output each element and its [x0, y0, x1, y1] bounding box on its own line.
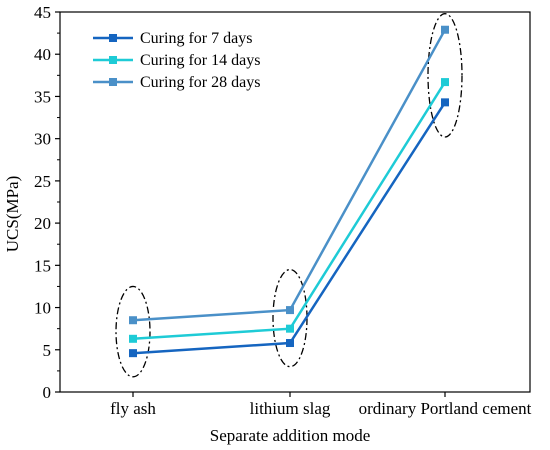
- annotation-ellipse: [115, 285, 151, 378]
- annotation-ellipses: [115, 13, 463, 378]
- x-tick-label: ordinary Portland cement: [359, 399, 532, 418]
- legend-label: Curing for 7 days: [140, 30, 252, 47]
- y-axis-label: UCS(MPa): [3, 176, 22, 253]
- y-tick-label: 40: [34, 45, 51, 64]
- axes: 0 5 10 15 20 25 30 35 40 45 fly ash lithium slag ord…: [34, 3, 532, 418]
- data-point: [129, 316, 137, 325]
- legend-marker: [109, 56, 117, 64]
- data-point: [129, 334, 137, 343]
- y-tick-label: 35: [34, 87, 51, 106]
- y-tick-label: 45: [34, 3, 51, 22]
- data-point: [441, 98, 449, 107]
- legend-label: Curing for 14 days: [140, 52, 260, 69]
- series-line-1: [132, 101, 447, 355]
- data-point: [129, 349, 137, 358]
- data-point: [441, 25, 449, 34]
- y-tick-label: 10: [34, 299, 51, 318]
- annotation-ellipse: [427, 13, 463, 138]
- y-tick-label: 30: [34, 130, 51, 149]
- y-tick-label: 15: [34, 256, 51, 275]
- annotation-ellipse: [272, 268, 308, 368]
- legend: Curing for 7 days Curing for 14 days Curin…: [93, 30, 260, 91]
- legend-marker: [109, 34, 117, 42]
- y-tick-label: 0: [43, 383, 52, 402]
- data-point: [286, 306, 294, 315]
- x-tick-label: lithium slag: [250, 399, 331, 418]
- x-axis-label: Separate addition mode: [210, 426, 371, 445]
- x-tick-label: fly ash: [110, 399, 156, 418]
- plot-series: [129, 25, 449, 358]
- series-line-2: [132, 81, 447, 341]
- y-tick-label: 20: [34, 214, 51, 233]
- data-point: [286, 324, 294, 333]
- legend-marker: [109, 78, 117, 86]
- y-tick-label: 5: [43, 341, 52, 360]
- data-point: [441, 78, 449, 87]
- y-tick-label: 25: [34, 172, 51, 191]
- data-point: [286, 339, 294, 348]
- legend-label: Curing for 28 days: [140, 74, 260, 91]
